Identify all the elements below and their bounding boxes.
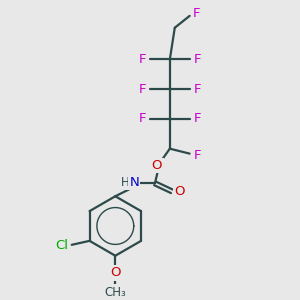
Text: CH₃: CH₃ [104,286,126,299]
Text: F: F [194,149,201,162]
Text: H: H [121,176,130,189]
Text: F: F [194,53,201,66]
Text: F: F [138,83,146,96]
Text: Cl: Cl [55,239,68,252]
Text: F: F [138,53,146,66]
Text: F: F [138,112,146,125]
Text: F: F [194,112,201,125]
Text: N: N [129,176,139,189]
Text: F: F [194,83,201,96]
Text: F: F [193,8,200,20]
Text: O: O [175,185,185,198]
Text: O: O [152,159,162,172]
Text: O: O [110,266,121,279]
